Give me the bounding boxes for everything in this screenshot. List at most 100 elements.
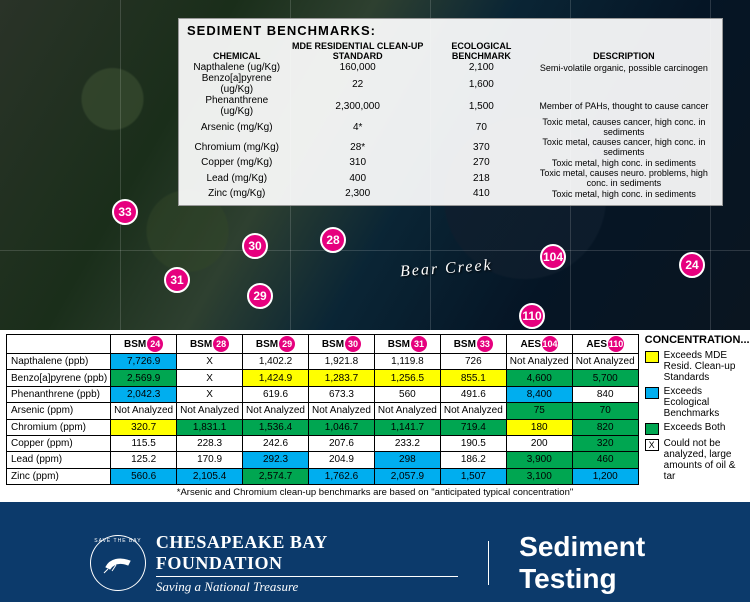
result-cell: X: [177, 370, 243, 386]
result-cell: 1,536.4: [243, 419, 309, 435]
result-cell: 2,042.3: [111, 386, 177, 402]
result-cell: 186.2: [440, 452, 506, 468]
legend-item: Exceeds MDE Resid. Clean-up Standards: [645, 350, 750, 383]
result-cell: 719.4: [440, 419, 506, 435]
chemical-label: Napthalene (ppb): [7, 354, 111, 370]
result-cell: 1,256.5: [374, 370, 440, 386]
result-cell: Not Analyzed: [243, 403, 309, 419]
result-cell: 560: [374, 386, 440, 402]
result-cell: 2,057.9: [374, 468, 440, 484]
map-marker: 29: [247, 283, 273, 309]
footnote: *Arsenic and Chromium clean-up benchmark…: [6, 487, 744, 498]
map-marker: 31: [164, 267, 190, 293]
column-header: BSM33: [440, 335, 506, 354]
result-cell: 298: [374, 452, 440, 468]
result-cell: 8,400: [506, 386, 572, 402]
result-cell: Not Analyzed: [506, 354, 572, 370]
map-marker: 30: [242, 233, 268, 259]
result-cell: 70: [572, 403, 638, 419]
column-header: BSM29: [243, 335, 309, 354]
chemical-label: Zinc (ppm): [7, 468, 111, 484]
result-cell: 673.3: [308, 386, 374, 402]
chemical-label: Copper (ppm): [7, 435, 111, 451]
result-cell: Not Analyzed: [374, 403, 440, 419]
benchmark-panel: SEDIMENT BENCHMARKS: CHEMICALMDE RESIDEN…: [178, 18, 723, 206]
column-header: AES104: [506, 335, 572, 354]
result-cell: X: [177, 386, 243, 402]
data-panel: BSM24BSM28BSM29BSM30BSM31BSM33AES104AES1…: [0, 330, 750, 502]
result-cell: 204.9: [308, 452, 374, 468]
result-cell: 1,119.8: [374, 354, 440, 370]
result-cell: 115.5: [111, 435, 177, 451]
result-cell: Not Analyzed: [572, 354, 638, 370]
map-marker: 28: [320, 227, 346, 253]
creek-label: Bear Creek: [399, 257, 493, 281]
result-cell: 1,424.9: [243, 370, 309, 386]
result-cell: 460: [572, 452, 638, 468]
benchmark-title: SEDIMENT BENCHMARKS:: [187, 23, 714, 38]
result-cell: 820: [572, 419, 638, 435]
result-cell: 619.6: [243, 386, 309, 402]
result-cell: 2,569.9: [111, 370, 177, 386]
legend-item: XCould not be analyzed, large amounts of…: [645, 438, 750, 482]
column-header: AES110: [572, 335, 638, 354]
logo-icon: SAVE THE BAY: [90, 535, 146, 591]
footer-divider: [488, 541, 489, 585]
result-cell: 207.6: [308, 435, 374, 451]
result-cell: 1,046.7: [308, 419, 374, 435]
result-cell: Not Analyzed: [308, 403, 374, 419]
result-cell: 855.1: [440, 370, 506, 386]
result-cell: 1,762.6: [308, 468, 374, 484]
result-cell: 320: [572, 435, 638, 451]
result-cell: 1,402.2: [243, 354, 309, 370]
page-title: Sediment Testing: [519, 531, 750, 595]
result-cell: X: [177, 354, 243, 370]
result-cell: Not Analyzed: [177, 403, 243, 419]
result-cell: 233.2: [374, 435, 440, 451]
result-cell: 242.6: [243, 435, 309, 451]
result-cell: 75: [506, 403, 572, 419]
result-cell: 2,574.7: [243, 468, 309, 484]
result-cell: Not Analyzed: [111, 403, 177, 419]
result-cell: 5,700: [572, 370, 638, 386]
result-cell: 1,141.7: [374, 419, 440, 435]
map-marker: 24: [679, 252, 705, 278]
result-cell: 726: [440, 354, 506, 370]
result-cell: 3,100: [506, 468, 572, 484]
map-background: 33 30 28 31 29 104 24 110 Bear Creek SEDIMENT B…: [0, 0, 750, 330]
result-cell: 560.6: [111, 468, 177, 484]
map-marker: 33: [112, 199, 138, 225]
chemical-label: Chromium (ppm): [7, 419, 111, 435]
column-header: BSM24: [111, 335, 177, 354]
column-header: BSM31: [374, 335, 440, 354]
legend-item: Exceeds Ecological Benchmarks: [645, 386, 750, 419]
result-cell: 1,831.1: [177, 419, 243, 435]
result-cell: 491.6: [440, 386, 506, 402]
column-header: BSM28: [177, 335, 243, 354]
result-cell: 170.9: [177, 452, 243, 468]
result-cell: 1,200: [572, 468, 638, 484]
chemical-label: Phenanthrene (ppb): [7, 386, 111, 402]
legend: CONCENTRATION... Exceeds MDE Resid. Clea…: [645, 334, 750, 485]
benchmark-table: CHEMICALMDE RESIDENTIAL CLEAN-UP STANDAR…: [187, 40, 714, 199]
result-cell: Not Analyzed: [440, 403, 506, 419]
result-cell: 125.2: [111, 452, 177, 468]
result-cell: 200: [506, 435, 572, 451]
chemical-label: Lead (ppm): [7, 452, 111, 468]
brand-block: CHESAPEAKE BAY FOUNDATION Saving a Natio…: [156, 532, 458, 595]
result-cell: 1,507: [440, 468, 506, 484]
result-cell: 4,600: [506, 370, 572, 386]
result-cell: 1,283.7: [308, 370, 374, 386]
map-marker: 110: [519, 303, 545, 329]
result-cell: 3,900: [506, 452, 572, 468]
map-marker: 104: [540, 244, 566, 270]
result-cell: 180: [506, 419, 572, 435]
result-cell: 190.5: [440, 435, 506, 451]
chemical-label: Benzo[a]pyrene (ppb): [7, 370, 111, 386]
column-header: BSM30: [308, 335, 374, 354]
results-table: BSM24BSM28BSM29BSM30BSM31BSM33AES104AES1…: [6, 334, 639, 485]
brand-tagline: Saving a National Treasure: [156, 576, 458, 595]
result-cell: 292.3: [243, 452, 309, 468]
chemical-label: Arsenic (ppm): [7, 403, 111, 419]
legend-item: Exceeds Both: [645, 422, 750, 435]
